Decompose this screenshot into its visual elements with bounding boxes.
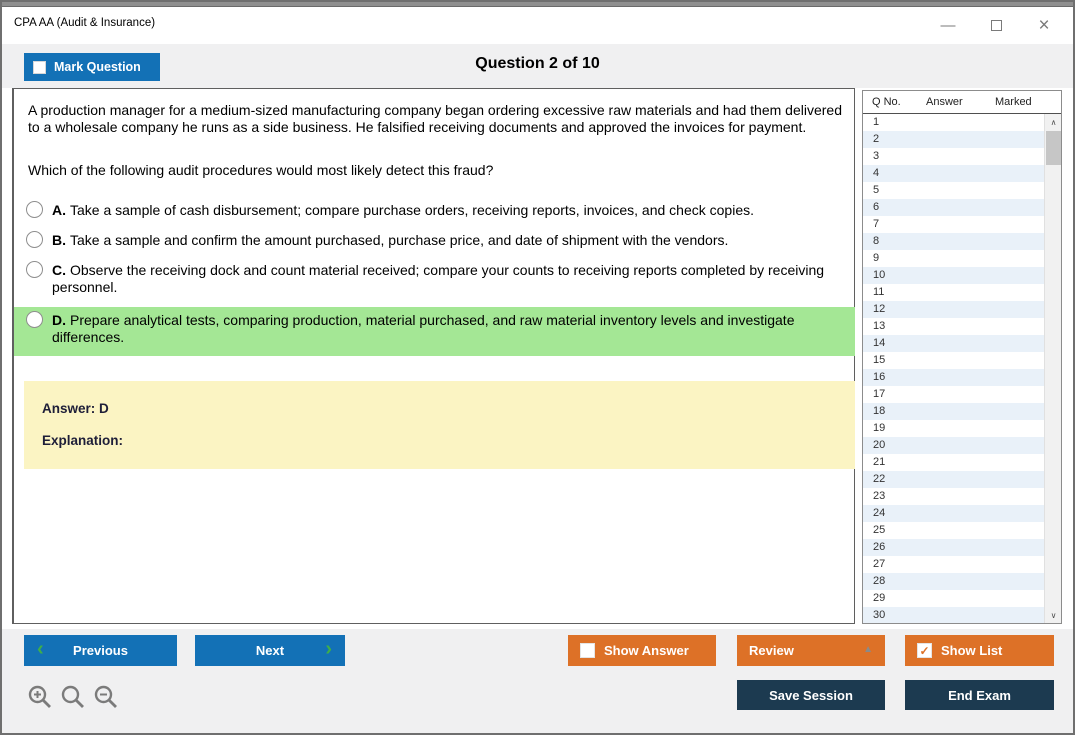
question-text-paragraph-2: Which of the following audit procedures …: [28, 162, 494, 178]
maximize-icon: [990, 19, 1002, 31]
scroll-down-icon[interactable]: ∨: [1050, 610, 1057, 620]
option-a-radio[interactable]: [26, 201, 43, 218]
window-controls: — ×: [937, 14, 1055, 36]
question-list-row[interactable]: 10: [863, 267, 1044, 284]
question-list-row[interactable]: 14: [863, 335, 1044, 352]
header-strip: Mark Question Question 2 of 10: [2, 44, 1073, 88]
question-list-row[interactable]: 2: [863, 131, 1044, 148]
show-list-button[interactable]: ✓ Show List: [905, 635, 1054, 666]
magnifier-icon[interactable]: [60, 684, 86, 710]
question-text-paragraph-1: A production manager for a medium-sized …: [28, 102, 842, 135]
question-list-row[interactable]: 11: [863, 284, 1044, 301]
question-list-row[interactable]: 9: [863, 250, 1044, 267]
next-button[interactable]: Next ›: [195, 635, 345, 666]
question-list-row[interactable]: 6: [863, 199, 1044, 216]
option-d-radio[interactable]: [26, 311, 43, 328]
question-list-row[interactable]: 26: [863, 539, 1044, 556]
show-answer-checkbox[interactable]: [580, 643, 595, 658]
question-list-row[interactable]: 24: [863, 505, 1044, 522]
question-list-row[interactable]: 21: [863, 454, 1044, 471]
save-session-button[interactable]: Save Session: [737, 680, 885, 710]
question-list-row[interactable]: 15: [863, 352, 1044, 369]
option-b-text: Take a sample and confirm the amount pur…: [70, 232, 729, 248]
question-list-row[interactable]: 4: [863, 165, 1044, 182]
option-a-letter: A.: [52, 202, 66, 218]
column-header-marked: Marked: [995, 96, 1032, 108]
question-list-panel: Q No. Answer Marked 1 2 3 4 5 6 7 8 9 10 11 12 13 14 1…: [862, 90, 1062, 624]
question-list-row[interactable]: 29: [863, 590, 1044, 607]
question-list-row[interactable]: 22: [863, 471, 1044, 488]
end-exam-label: End Exam: [948, 687, 1011, 703]
answer-explanation-box: Answer: D Explanation:: [24, 381, 855, 469]
option-b-letter: B.: [52, 232, 66, 248]
review-label: Review: [749, 643, 794, 658]
question-list-header: Q No. Answer Marked: [863, 91, 1061, 114]
answer-label: Answer: D: [42, 401, 109, 416]
question-list-row[interactable]: 17: [863, 386, 1044, 403]
option-d-letter: D.: [52, 312, 66, 328]
zoom-in-icon[interactable]: [27, 684, 53, 710]
question-counter: Question 2 of 10: [475, 55, 600, 72]
question-list-row[interactable]: 25: [863, 522, 1044, 539]
chevron-right-icon: ›: [325, 638, 332, 660]
save-session-label: Save Session: [769, 687, 853, 703]
previous-label: Previous: [73, 643, 128, 658]
question-list-row[interactable]: 28: [863, 573, 1044, 590]
question-list-row[interactable]: 5: [863, 182, 1044, 199]
question-list-row[interactable]: 18: [863, 403, 1044, 420]
dropdown-arrow-icon: ▲: [863, 644, 873, 655]
question-list-row[interactable]: 30: [863, 607, 1044, 623]
question-list-row[interactable]: 20: [863, 437, 1044, 454]
window-frame-top: [2, 2, 1073, 7]
mark-question-checkbox[interactable]: [33, 60, 46, 74]
column-header-qno: Q No.: [872, 96, 901, 108]
scrollbar-thumb[interactable]: [1046, 131, 1061, 165]
question-list-row[interactable]: 16: [863, 369, 1044, 386]
question-list-row[interactable]: 1: [863, 114, 1044, 131]
question-list-row[interactable]: 13: [863, 318, 1044, 335]
question-list-row[interactable]: 12: [863, 301, 1044, 318]
question-list-row[interactable]: 23: [863, 488, 1044, 505]
question-list-row[interactable]: 7: [863, 216, 1044, 233]
question-panel: A production manager for a medium-sized …: [12, 88, 855, 624]
mark-question-label: Mark Question: [54, 60, 141, 74]
question-list-rows: 1 2 3 4 5 6 7 8 9 10 11 12 13 14 15 16 17 18 19 20 21 22 23 24 2…: [863, 114, 1044, 623]
option-d-text: Prepare analytical tests, comparing prod…: [52, 312, 795, 345]
option-c-letter: C.: [52, 262, 66, 278]
show-list-label: Show List: [941, 643, 1003, 658]
column-header-answer: Answer: [926, 96, 963, 108]
option-c-text: Observe the receiving dock and count mat…: [52, 262, 825, 295]
zoom-toolbar: [27, 684, 119, 710]
show-list-checkbox[interactable]: ✓: [917, 643, 932, 658]
question-list-row[interactable]: 3: [863, 148, 1044, 165]
question-list-row[interactable]: 19: [863, 420, 1044, 437]
minimize-button[interactable]: —: [940, 16, 956, 34]
option-a-text: Take a sample of cash disbursement; comp…: [70, 202, 755, 218]
option-c-radio[interactable]: [26, 261, 43, 278]
next-label: Next: [255, 643, 285, 658]
show-answer-label: Show Answer: [604, 643, 689, 658]
zoom-out-icon[interactable]: [93, 684, 119, 710]
option-b-radio[interactable]: [26, 231, 43, 248]
show-answer-button[interactable]: Show Answer: [568, 635, 716, 666]
title-bar: CPA AA (Audit & Insurance) — ×: [2, 8, 1073, 44]
footer-toolbar: ‹ Previous Next › Show Answer Review ▲ ✓…: [2, 629, 1073, 733]
close-button[interactable]: ×: [1038, 14, 1050, 36]
question-list-scrollbar[interactable]: ∧ ∨: [1044, 114, 1061, 623]
previous-button[interactable]: ‹ Previous: [24, 635, 177, 666]
maximize-button[interactable]: [985, 14, 1007, 36]
end-exam-button[interactable]: End Exam: [905, 680, 1054, 710]
question-list-row[interactable]: 8: [863, 233, 1044, 250]
explanation-label: Explanation:: [42, 433, 124, 448]
scroll-up-icon[interactable]: ∧: [1050, 117, 1057, 127]
review-dropdown-button[interactable]: Review ▲: [737, 635, 885, 666]
window-title: CPA AA (Audit & Insurance): [14, 17, 156, 29]
chevron-left-icon: ‹: [37, 638, 44, 660]
mark-question-button[interactable]: Mark Question: [24, 53, 160, 81]
option-d-highlighted[interactable]: D. Prepare analytical tests, comparing pr…: [14, 307, 855, 356]
question-list-row[interactable]: 27: [863, 556, 1044, 573]
